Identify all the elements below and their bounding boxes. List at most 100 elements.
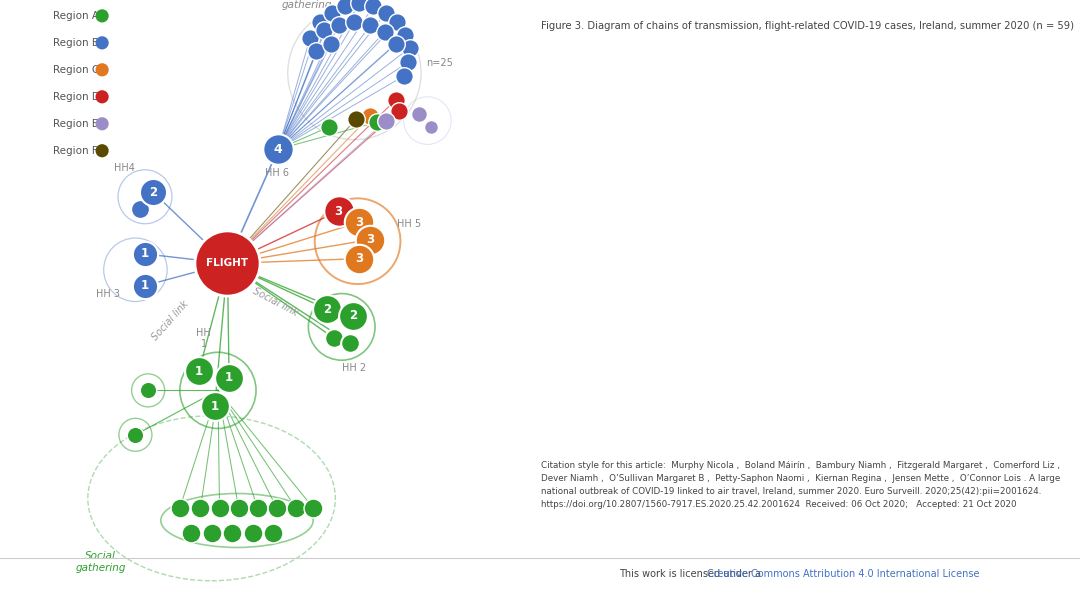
Text: Region D: Region D <box>53 92 99 102</box>
Point <box>348 114 365 124</box>
Point <box>362 235 379 244</box>
Text: 3: 3 <box>355 216 363 229</box>
Point <box>265 528 282 538</box>
Text: Creative Commons Attribution 4.0 International License: Creative Commons Attribution 4.0 Interna… <box>706 569 980 579</box>
Point <box>183 528 200 538</box>
Point <box>220 373 238 382</box>
Point <box>203 528 220 538</box>
Point <box>94 65 111 75</box>
Text: n=25: n=25 <box>426 58 453 69</box>
Point <box>396 30 414 40</box>
Point <box>325 333 342 343</box>
Point <box>321 122 338 132</box>
Point <box>390 106 407 116</box>
Text: HH 2: HH 2 <box>342 364 366 373</box>
Point <box>224 528 241 538</box>
Text: 3: 3 <box>335 204 342 218</box>
Point <box>376 27 393 37</box>
Point <box>362 111 379 121</box>
Point <box>136 249 153 259</box>
Text: Region E: Region E <box>53 119 98 129</box>
Point <box>139 385 157 395</box>
Text: 1: 1 <box>211 400 219 412</box>
Text: Social link: Social link <box>150 299 190 343</box>
Point <box>341 338 359 347</box>
Point <box>402 43 419 52</box>
Text: 1: 1 <box>140 247 149 260</box>
Point <box>387 40 404 49</box>
Text: Region C: Region C <box>53 65 99 75</box>
Point <box>311 17 328 27</box>
Point <box>351 217 368 227</box>
Text: HH 5: HH 5 <box>397 219 421 229</box>
Text: HH 6: HH 6 <box>265 168 288 178</box>
Point <box>400 57 417 67</box>
Text: Social link: Social link <box>251 285 299 318</box>
Text: HH4: HH4 <box>113 163 135 173</box>
Text: Region F: Region F <box>53 146 97 156</box>
Text: Figure 3. Diagram of chains of transmission, flight-related COVID-19 cases, Irel: Figure 3. Diagram of chains of transmiss… <box>541 21 1074 31</box>
Point <box>230 503 247 513</box>
Point <box>94 11 111 21</box>
Point <box>378 8 395 17</box>
Point <box>249 503 267 513</box>
Point <box>94 119 111 128</box>
Point <box>324 8 341 17</box>
Point <box>190 367 207 376</box>
Point <box>389 17 406 27</box>
Point <box>94 38 111 48</box>
Text: This work is licensed under a: This work is licensed under a <box>620 569 765 579</box>
Point <box>345 311 362 321</box>
Point <box>301 33 319 43</box>
Text: 2: 2 <box>349 309 356 322</box>
Text: 1: 1 <box>140 279 149 292</box>
Point <box>368 118 386 127</box>
Point <box>322 40 339 49</box>
Point <box>244 528 261 538</box>
Point <box>308 46 325 55</box>
Text: Social
gathering: Social gathering <box>282 0 332 10</box>
Text: 3: 3 <box>355 252 363 265</box>
Point <box>268 503 285 513</box>
Text: 1: 1 <box>225 371 233 384</box>
Text: 2: 2 <box>323 303 332 316</box>
Point <box>395 71 413 81</box>
Point <box>329 21 347 30</box>
Point <box>351 254 368 264</box>
Point <box>136 281 153 291</box>
Point <box>346 17 363 27</box>
Text: HH
1: HH 1 <box>197 327 211 349</box>
Point <box>94 92 111 102</box>
Point <box>219 259 237 268</box>
Point <box>319 305 336 314</box>
Point <box>287 503 305 513</box>
Text: Social
gathering: Social gathering <box>76 551 125 572</box>
Point <box>94 146 111 156</box>
Text: 1: 1 <box>194 365 203 378</box>
Point <box>365 2 382 11</box>
Point <box>351 0 368 8</box>
Point <box>387 95 404 105</box>
Point <box>172 503 189 513</box>
Point <box>270 144 287 154</box>
Point <box>362 21 379 30</box>
Point <box>145 187 162 197</box>
Text: 4: 4 <box>274 143 283 156</box>
Point <box>315 25 333 35</box>
Point <box>305 503 322 513</box>
Text: 3: 3 <box>366 233 375 246</box>
Point <box>211 503 228 513</box>
Point <box>206 402 224 411</box>
Text: HH 3: HH 3 <box>96 289 121 299</box>
Point <box>329 206 347 216</box>
Text: FLIGHT: FLIGHT <box>206 259 248 268</box>
Point <box>422 122 440 132</box>
Text: Citation style for this article:  Murphy Nicola ,  Boland Máirín ,  Bambury Niam: Citation style for this article: Murphy … <box>541 461 1061 509</box>
Point <box>378 116 395 125</box>
Text: 2: 2 <box>149 186 157 198</box>
Text: Region A: Region A <box>53 11 99 21</box>
Text: Region B: Region B <box>53 38 99 48</box>
Point <box>132 204 149 214</box>
Point <box>410 109 428 119</box>
Point <box>192 503 210 513</box>
